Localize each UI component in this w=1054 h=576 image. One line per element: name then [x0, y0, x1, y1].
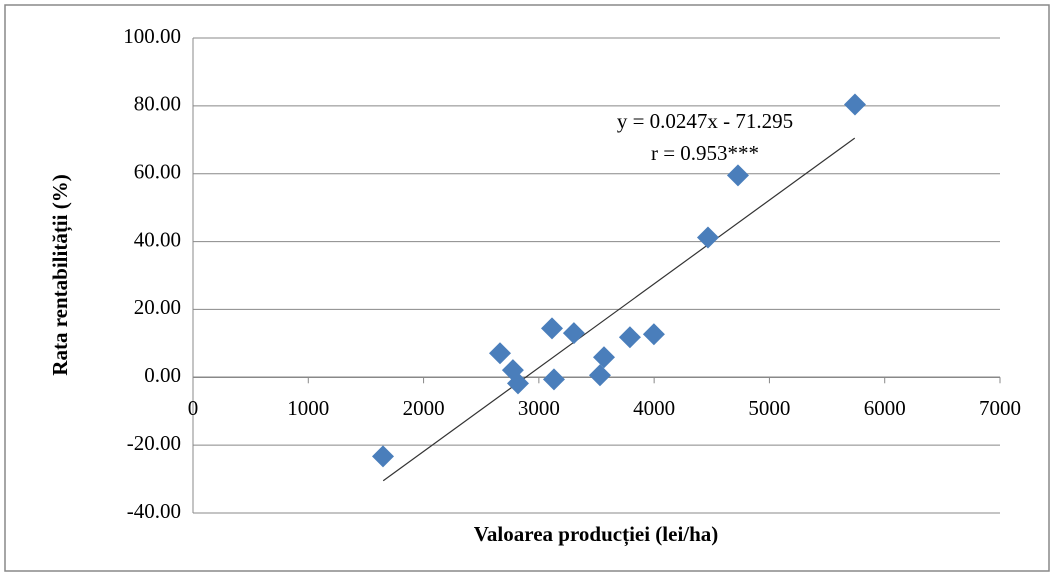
y-tick-label: 20.00	[134, 295, 181, 319]
x-tick-label: 1000	[287, 396, 329, 420]
data-point	[843, 93, 866, 116]
data-point	[592, 346, 615, 369]
data-point	[588, 364, 611, 387]
data-point	[506, 372, 529, 395]
y-tick-label: 60.00	[134, 160, 181, 184]
data-point	[642, 323, 665, 346]
data-point	[371, 445, 394, 468]
y-tick-label: 40.00	[134, 227, 181, 251]
trendline	[382, 137, 856, 482]
chart-frame	[4, 4, 1050, 572]
x-tick-label: 6000	[864, 396, 906, 420]
data-point	[618, 326, 641, 349]
x-tick-label: 3000	[518, 396, 560, 420]
x-tick-label: 4000	[633, 396, 675, 420]
data-point	[542, 368, 565, 391]
equation: y = 0.0247x - 71.295	[617, 109, 793, 133]
y-tick-label: 0.00	[144, 363, 181, 387]
x-axis-label: Valoarea producției (lei/ha)	[474, 522, 719, 547]
x-tick-label: 2000	[403, 396, 445, 420]
correlation: r = 0.953***	[651, 141, 759, 165]
y-tick-label: -20.00	[127, 431, 181, 455]
data-point	[489, 342, 512, 365]
y-tick-label: 80.00	[134, 92, 181, 116]
data-point	[696, 226, 719, 249]
y-tick-label: 100.00	[123, 24, 181, 48]
x-tick-label: 7000	[979, 396, 1021, 420]
x-tick-label: 5000	[748, 396, 790, 420]
data-point	[726, 164, 749, 187]
data-point	[540, 317, 563, 340]
data-point	[562, 322, 585, 345]
x-tick-label: 0	[188, 396, 199, 420]
y-tick-label: -40.00	[127, 499, 181, 523]
y-axis-label: Rata rentabilității (%)	[48, 174, 73, 375]
